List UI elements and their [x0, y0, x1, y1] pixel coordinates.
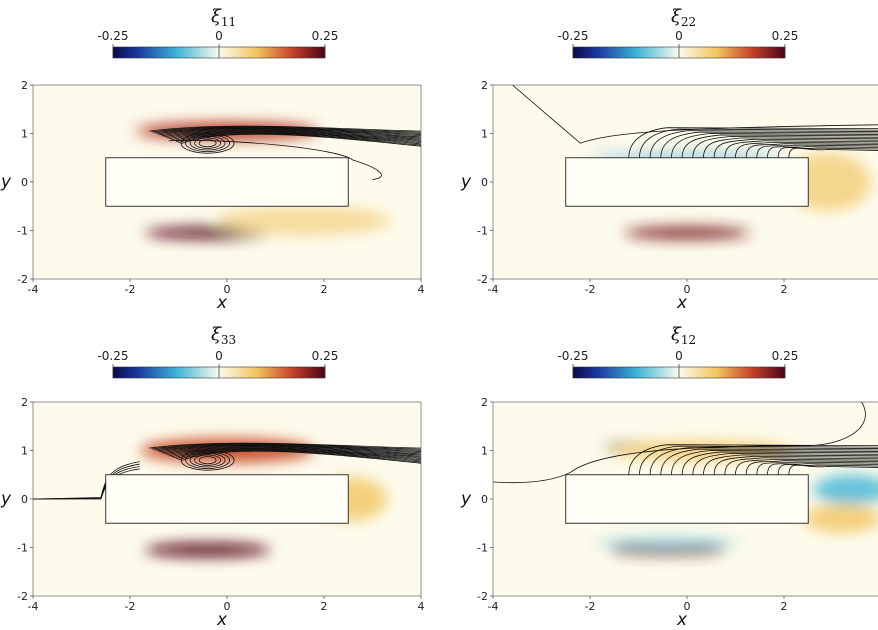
- y-tick-label: 0: [21, 493, 28, 506]
- title-symbol: ξ: [211, 6, 222, 27]
- x-tick-label: -4: [488, 283, 499, 296]
- colorbar-tick-label: 0.25: [312, 349, 339, 363]
- x-tick-label: 2: [781, 600, 788, 613]
- field-feature-2: [609, 545, 726, 555]
- body-rectangle: [565, 157, 809, 207]
- x-axis-label: x: [216, 610, 228, 630]
- y-tick-label: 2: [21, 396, 28, 409]
- field-feature-5: [803, 503, 878, 533]
- x-tick-label: -4: [488, 600, 499, 613]
- y-tick-label: 1: [21, 445, 28, 458]
- field-feature-2: [217, 206, 392, 236]
- x-tick-label: -4: [28, 283, 39, 296]
- y-tick-label: 2: [481, 79, 488, 92]
- x-tick-label: -2: [125, 283, 136, 296]
- y-tick-label: -1: [17, 542, 28, 555]
- x-tick-label: -2: [585, 283, 596, 296]
- y-tick-label: -1: [17, 225, 28, 238]
- colorbar-tick-label: 0: [215, 349, 223, 363]
- x-tick-label: -2: [125, 600, 136, 613]
- colorbar: -0.25 0 0.25: [557, 29, 799, 59]
- y-tick-label: -1: [477, 225, 488, 238]
- colorbar-tick-label: -0.25: [97, 29, 128, 43]
- x-axis-label: x: [676, 610, 688, 630]
- field-feature-4: [813, 474, 878, 504]
- body-rectangle: [565, 474, 809, 524]
- x-tick-label: 0: [684, 600, 691, 613]
- y-tick-label: 0: [21, 176, 28, 189]
- panel-title: ξ11: [211, 6, 236, 29]
- y-tick-label: -2: [477, 273, 488, 286]
- title-symbol: ξ: [671, 324, 682, 345]
- y-tick-label: -2: [17, 273, 28, 286]
- x-tick-label: 2: [321, 600, 328, 613]
- y-tick-label: 1: [21, 128, 28, 141]
- y-axis-label: y: [0, 489, 12, 509]
- colorbar-tick-label: -0.25: [557, 349, 588, 363]
- colorbar: -0.25 0 0.25: [97, 349, 339, 379]
- colorbar: -0.25 0 0.25: [97, 29, 339, 59]
- y-axis-label: y: [0, 172, 12, 192]
- colorbar-tick-label: -0.25: [97, 349, 128, 363]
- y-tick-label: 1: [481, 128, 488, 141]
- x-tick-label: 0: [224, 600, 231, 613]
- x-tick-label: -2: [585, 600, 596, 613]
- y-axis-label: y: [460, 172, 472, 192]
- x-axis-label: x: [676, 293, 688, 313]
- x-tick-label: 4: [418, 283, 425, 296]
- colorbar-tick-label: 0.25: [772, 29, 799, 43]
- colorbar: -0.25 0 0.25: [557, 349, 799, 379]
- colorbar-tick-label: 0: [675, 349, 683, 363]
- title-symbol: ξ: [211, 324, 222, 345]
- panel-title: ξ12: [671, 324, 696, 347]
- x-tick-label: 0: [224, 283, 231, 296]
- x-tick-label: 2: [781, 283, 788, 296]
- y-tick-label: 0: [481, 493, 488, 506]
- y-tick-label: 0: [481, 176, 488, 189]
- y-tick-label: -1: [477, 542, 488, 555]
- field-feature-3: [594, 537, 741, 548]
- y-tick-label: -2: [477, 590, 488, 603]
- field-feature-0: [623, 227, 751, 239]
- title-subscript: 22: [681, 15, 696, 29]
- field-feature-1: [609, 440, 794, 461]
- title-subscript: 33: [221, 333, 236, 347]
- colorbar-tick-label: -0.25: [557, 29, 588, 43]
- body-rectangle: [105, 474, 349, 524]
- title-subscript: 12: [681, 333, 696, 347]
- colorbar-tick-label: 0.25: [312, 29, 339, 43]
- colorbar-tick-label: 0.25: [772, 349, 799, 363]
- streamlines: [512, 85, 878, 158]
- panel-title: ξ33: [211, 324, 236, 347]
- y-tick-label: 2: [481, 396, 488, 409]
- body-rectangle: [105, 157, 349, 207]
- title-symbol: ξ: [671, 6, 682, 27]
- streamlines: [493, 402, 878, 484]
- x-tick-label: 0: [684, 283, 691, 296]
- x-tick-label: -4: [28, 600, 39, 613]
- x-tick-label: 4: [418, 600, 425, 613]
- title-subscript: 11: [221, 15, 236, 29]
- y-tick-label: 1: [481, 445, 488, 458]
- streamlines: [149, 125, 421, 180]
- x-tick-label: 2: [321, 283, 328, 296]
- y-axis-label: y: [460, 489, 472, 509]
- colorbar-tick-label: 0: [215, 29, 223, 43]
- field-feature-1: [144, 543, 271, 557]
- x-axis-label: x: [216, 293, 228, 313]
- y-tick-label: 2: [21, 79, 28, 92]
- field-plot: [33, 85, 421, 279]
- y-tick-label: -2: [17, 590, 28, 603]
- panel-title: ξ22: [671, 6, 696, 29]
- colorbar-tick-label: 0: [675, 29, 683, 43]
